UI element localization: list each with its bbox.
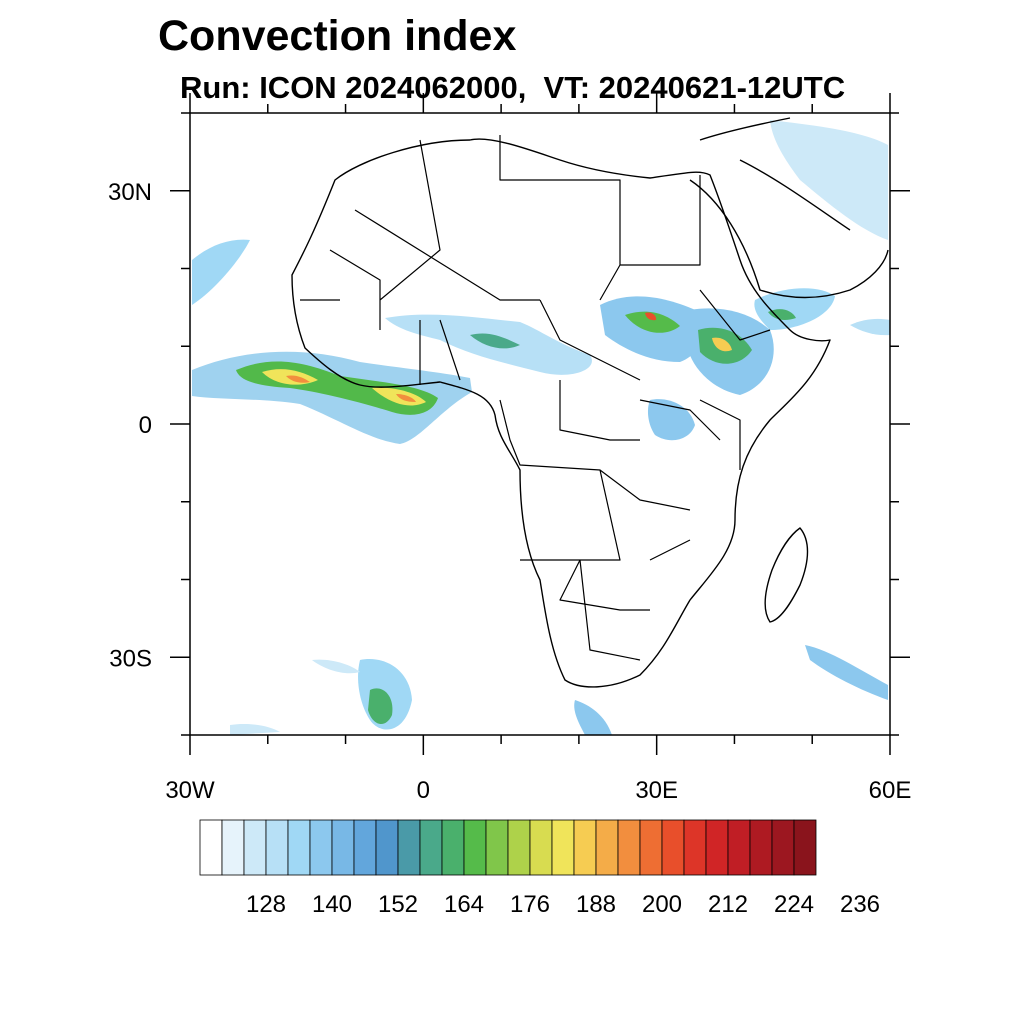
country-borders: [300, 135, 771, 661]
x-tick-label: 60E: [869, 777, 912, 804]
colorbar-swatch: [529, 819, 553, 876]
convection-field: [192, 120, 890, 735]
africa-coastline: [291, 138, 831, 688]
axis-ticks: 30W 0 30E 60E 30N 0 30S: [108, 93, 911, 804]
field-indian-ocean: [805, 645, 888, 700]
colorbar-swatch: [397, 819, 421, 876]
colorbar-swatch: [441, 819, 465, 876]
colorbar-swatch: [485, 819, 509, 876]
colorbar-label: 188: [576, 891, 616, 918]
x-tick-label: 30W: [165, 777, 215, 804]
colorbar-swatch: [463, 819, 487, 876]
colorbar: 128 140 152 164 176 188 200 212 224 236: [199, 819, 880, 918]
colorbar-swatch: [375, 819, 399, 876]
colorbar-swatch: [727, 819, 751, 876]
colorbar-swatch: [353, 819, 377, 876]
colorbar-swatch: [683, 819, 707, 876]
colorbar-label: 212: [708, 891, 748, 918]
colorbar-swatch: [199, 819, 223, 876]
colorbar-swatch: [419, 819, 443, 876]
x-tick-label: 30E: [635, 777, 678, 804]
colorbar-label: 236: [840, 891, 880, 918]
field-cape: [574, 700, 612, 735]
madagascar: [764, 527, 809, 623]
chart-subtitle: Run: ICON 2024062000, VT: 20240621-12UTC: [180, 70, 846, 105]
colorbar-swatch: [221, 819, 245, 876]
colorbar-swatch: [551, 819, 575, 876]
colorbar-swatch: [507, 819, 531, 876]
colorbar-swatch: [243, 819, 267, 876]
colorbar-swatch: [595, 819, 619, 876]
colorbar-label: 164: [444, 891, 484, 918]
field-lake-victoria: [647, 399, 695, 441]
colorbar-swatch: [617, 819, 641, 876]
y-tick-label: 30N: [108, 179, 152, 206]
colorbar-swatch: [309, 819, 333, 876]
colorbar-label: 140: [312, 891, 352, 918]
arabia-coast: [689, 117, 889, 299]
field-arabian-sea: [850, 318, 890, 336]
field-yemen: [754, 288, 835, 330]
colorbar-label: 176: [510, 891, 550, 918]
colorbar-swatch: [265, 819, 289, 876]
field-sudan-core: [625, 311, 680, 333]
plot-frame: [189, 112, 891, 736]
colorbar-swatch: [287, 819, 311, 876]
field-south-atlantic-streak: [230, 659, 360, 735]
colorbar-label: 200: [642, 891, 682, 918]
colorbar-swatch: [793, 819, 817, 876]
colorbar-swatch: [331, 819, 355, 876]
field-south-atlantic-core: [368, 688, 393, 725]
coastline-borders: [291, 117, 889, 688]
field-sahel-core: [470, 333, 520, 349]
x-tick-label: 0: [417, 777, 430, 804]
field-yemen-core: [768, 309, 796, 320]
field-ethiopia-peak: [712, 337, 732, 352]
colorbar-label: 224: [774, 891, 814, 918]
field-sudan-peak: [645, 312, 657, 321]
colorbar-label: 128: [246, 891, 286, 918]
colorbar-swatch: [639, 819, 663, 876]
chart-title: Convection index: [158, 12, 517, 60]
field-atlantic-north: [192, 239, 250, 305]
colorbar-swatch: [661, 819, 685, 876]
colorbar-label: 152: [378, 891, 418, 918]
colorbar-swatch: [749, 819, 773, 876]
colorbar-swatch: [771, 819, 795, 876]
y-tick-label: 30S: [109, 645, 152, 672]
field-mideast: [770, 120, 888, 240]
y-tick-label: 0: [139, 412, 152, 439]
colorbar-swatch: [705, 819, 729, 876]
field-guinea-max: [286, 375, 416, 402]
colorbar-swatch: [573, 819, 597, 876]
